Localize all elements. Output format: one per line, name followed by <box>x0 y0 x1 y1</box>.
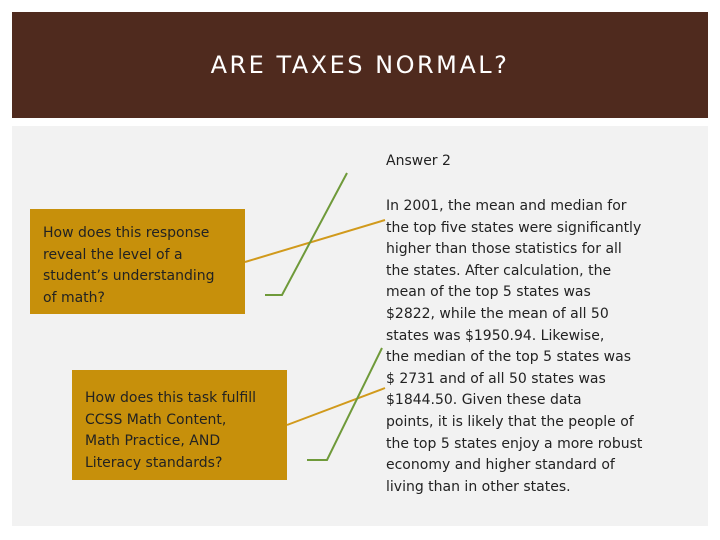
answer-body: In 2001, the mean and median for the top… <box>386 198 643 495</box>
connector-2-green <box>307 347 383 461</box>
connector-1-green <box>265 172 348 296</box>
connector-2-gold <box>286 387 386 426</box>
slide-title: ARE TAXES NORMAL? <box>210 51 510 79</box>
question-box-standards: How does this task fulfill CCSS Math Con… <box>72 370 287 480</box>
title-bar: ARE TAXES NORMAL? <box>12 12 708 118</box>
question-box-understanding: How does this response reveal the level … <box>30 209 245 314</box>
answer-heading: Answer 2 <box>386 153 451 169</box>
connector-1-gold <box>244 219 386 263</box>
